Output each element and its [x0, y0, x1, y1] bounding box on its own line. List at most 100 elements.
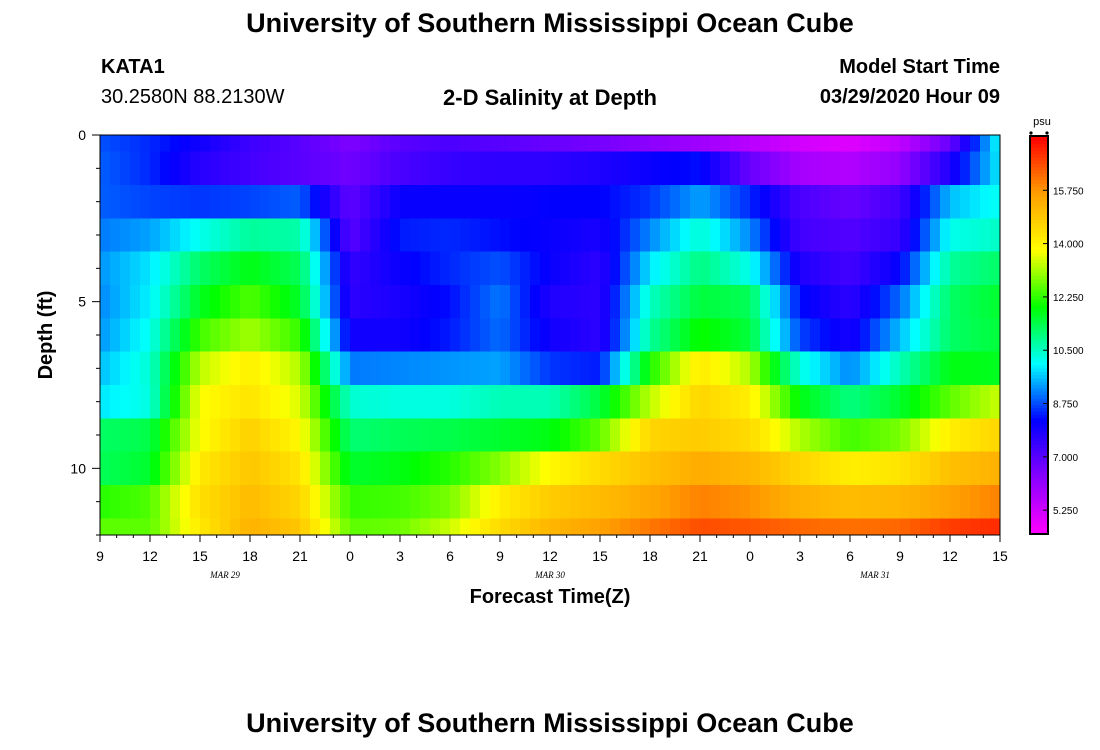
- heatmap-cell: [300, 451, 311, 486]
- heatmap-cell: [620, 251, 631, 286]
- heatmap-cell: [260, 251, 271, 286]
- heatmap-cell: [260, 385, 271, 419]
- heatmap-cell: [360, 385, 371, 419]
- heatmap-cell: [630, 418, 641, 453]
- heatmap-cell: [350, 251, 361, 286]
- heatmap-cell: [490, 135, 501, 153]
- heatmap-cell: [930, 518, 941, 536]
- heatmap-cell: [720, 451, 731, 486]
- heatmap-cell: [790, 518, 801, 536]
- colorbar-step: [1031, 146, 1047, 151]
- heatmap-cell: [680, 385, 691, 419]
- heatmap-cell: [640, 518, 651, 536]
- heatmap-cell: [620, 135, 631, 153]
- heatmap-cell: [970, 518, 981, 536]
- heatmap-cell: [500, 451, 511, 486]
- heatmap-cell: [660, 351, 671, 386]
- heatmap-cell: [750, 485, 761, 519]
- heatmap-cell: [190, 285, 201, 319]
- heatmap-cell: [840, 318, 851, 353]
- heatmap-cell: [270, 218, 281, 253]
- heatmap-cell: [330, 485, 341, 519]
- heatmap-cell: [430, 385, 441, 419]
- heatmap-cell: [730, 518, 741, 536]
- heatmap-cell: [120, 418, 131, 453]
- heatmap-cell: [210, 451, 221, 486]
- heatmap-cell: [860, 385, 871, 419]
- heatmap-cell: [490, 418, 501, 453]
- heatmap-cell: [800, 318, 811, 353]
- heatmap-cell: [620, 351, 631, 386]
- heatmap-cell: [890, 185, 901, 219]
- heatmap-cell: [980, 385, 991, 419]
- heatmap-cell: [880, 151, 891, 186]
- heatmap-cell: [600, 418, 611, 453]
- heatmap-cell: [530, 285, 541, 319]
- colorbar-step: [1031, 470, 1047, 475]
- heatmap-cell: [660, 318, 671, 353]
- heatmap-cell: [130, 418, 141, 453]
- heatmap-cell: [860, 135, 871, 153]
- heatmap-cell: [150, 418, 161, 453]
- colorbar-step: [1031, 417, 1047, 422]
- heatmap-cell: [850, 385, 861, 419]
- heatmap-cell: [420, 251, 431, 286]
- heatmap-cell: [240, 385, 251, 419]
- heatmap-cell: [630, 251, 641, 286]
- heatmap-cell: [290, 385, 301, 419]
- heatmap-cell: [750, 385, 761, 419]
- heatmap-cell: [910, 151, 921, 186]
- heatmap-cell: [120, 185, 131, 219]
- heatmap-cell: [440, 318, 451, 353]
- heatmap-cell: [680, 485, 691, 519]
- heatmap-cell: [740, 485, 751, 519]
- heatmap-cell: [640, 385, 651, 419]
- colorbar-step: [1031, 338, 1047, 343]
- heatmap-cell: [790, 185, 801, 219]
- colorbar-step: [1031, 496, 1047, 501]
- heatmap-cell: [930, 351, 941, 386]
- heatmap-cell: [250, 385, 261, 419]
- heatmap-cell: [450, 451, 461, 486]
- heatmap-cell: [460, 518, 471, 536]
- colorbar-step: [1031, 298, 1047, 303]
- heatmap-cell: [810, 518, 821, 536]
- colorbar-step: [1031, 460, 1047, 465]
- heatmap-cell: [730, 185, 741, 219]
- heatmap-cell: [330, 185, 341, 219]
- heatmap-cell: [250, 185, 261, 219]
- heatmap-cell: [820, 185, 831, 219]
- station-id: KATA1: [101, 56, 165, 78]
- heatmap-cell: [640, 351, 651, 386]
- heatmap-cell: [930, 418, 941, 453]
- heatmap-cell: [560, 135, 571, 153]
- heatmap-cell: [570, 418, 581, 453]
- heatmap-cell: [100, 218, 111, 253]
- colorbar-step: [1031, 354, 1047, 359]
- heatmap-cell: [810, 185, 821, 219]
- colorbar-step: [1031, 473, 1047, 478]
- heatmap-cell: [110, 351, 121, 386]
- heatmap-cell: [760, 218, 771, 253]
- x-tick-label: 6: [446, 548, 454, 564]
- heatmap-cell: [400, 135, 411, 153]
- heatmap-cell: [540, 185, 551, 219]
- heatmap-cell: [610, 285, 621, 319]
- heatmap-cell: [170, 251, 181, 286]
- heatmap-cell: [760, 285, 771, 319]
- heatmap-cell: [580, 485, 591, 519]
- heatmap-cell: [280, 451, 291, 486]
- heatmap-cell: [230, 351, 241, 386]
- heatmap-cell: [730, 218, 741, 253]
- heatmap-cell: [410, 151, 421, 186]
- colorbar-step: [1031, 219, 1047, 224]
- heatmap-cell: [730, 135, 741, 153]
- heatmap-cell: [130, 351, 141, 386]
- heatmap-cell: [960, 185, 971, 219]
- heatmap-cell: [410, 485, 421, 519]
- heatmap-cell: [590, 218, 601, 253]
- heatmap-cell: [680, 351, 691, 386]
- heatmap-cell: [430, 485, 441, 519]
- heatmap-cell: [720, 151, 731, 186]
- heatmap-cell: [970, 218, 981, 253]
